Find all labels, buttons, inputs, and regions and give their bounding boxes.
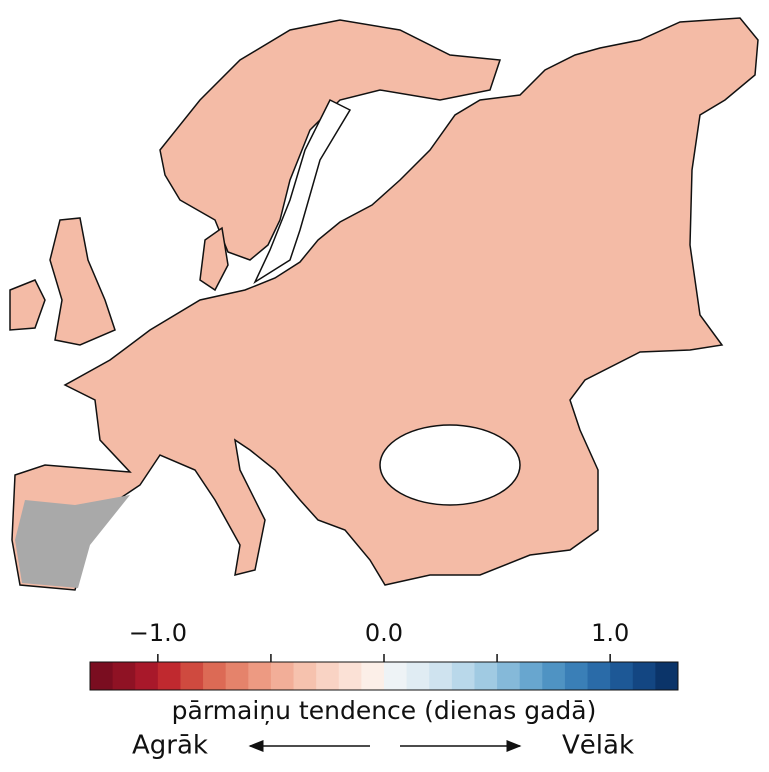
great-britain (49, 217, 116, 346)
color-swatch (316, 662, 340, 690)
color-swatch (112, 662, 136, 690)
color-swatch (361, 662, 385, 690)
color-swatch (384, 662, 408, 690)
color-swatch (610, 662, 634, 690)
color-swatch (90, 662, 114, 690)
tick-label: −1.0 (129, 619, 187, 647)
denmark (199, 226, 229, 292)
color-swatch (248, 662, 272, 690)
color-swatch (293, 662, 317, 690)
color-swatch (270, 662, 295, 690)
arrow-left-label: Agrāk (132, 731, 208, 761)
color-swatch (157, 662, 181, 690)
baltic-sea (253, 98, 352, 284)
black-sea (379, 424, 521, 506)
land (9, 17, 759, 591)
color-swatch (180, 662, 204, 690)
tick-label: 0.0 (365, 619, 403, 647)
color-swatch (203, 662, 227, 690)
color-swatch (497, 662, 521, 690)
color-swatch (655, 662, 679, 690)
color-swatch (338, 662, 362, 690)
color-swatch (406, 662, 430, 690)
color-swatch (135, 662, 159, 690)
color-swatch (429, 662, 453, 690)
color-swatch (542, 662, 566, 690)
color-swatch (587, 662, 611, 690)
tick-label: 1.0 (591, 619, 629, 647)
color-swatch (564, 662, 589, 690)
color-swatch (225, 662, 249, 690)
color-swatch (451, 662, 475, 690)
arrow-right-label: Vēlāk (562, 731, 634, 761)
colorbar-label: pārmaiņu tendence (dienas gadā) (172, 696, 597, 725)
colorbar: −1.0 0.0 1.0 (89, 619, 679, 691)
color-swatch (474, 662, 498, 690)
ireland (9, 279, 46, 331)
no-data-iberia (15, 495, 130, 588)
mainland (11, 17, 759, 591)
color-swatch (632, 662, 656, 690)
color-swatch (519, 662, 543, 690)
